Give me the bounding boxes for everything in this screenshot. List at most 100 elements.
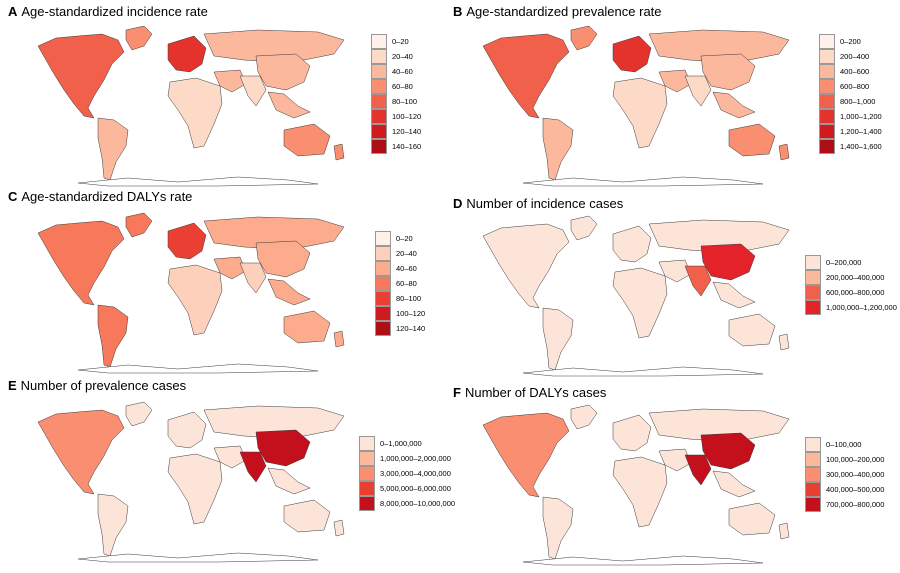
region-russia <box>648 29 790 63</box>
legend-swatch <box>805 270 821 285</box>
region-southasia <box>239 262 267 294</box>
legend-label: 5,000,000–6,000,000 <box>380 484 451 493</box>
legend-item: 3,000,000–4,000,000 <box>359 466 455 481</box>
legend-swatch <box>359 496 375 511</box>
legend-item: 1,400–1,600 <box>819 139 882 154</box>
region-seasia <box>267 278 311 306</box>
panel-title: E Number of prevalence cases <box>8 378 187 393</box>
legend-label: 40–60 <box>396 264 417 273</box>
legend-item: 20–40 <box>375 246 425 261</box>
legend-label: 140–160 <box>392 142 422 151</box>
legend-swatch <box>371 94 387 109</box>
region-africa <box>612 456 668 528</box>
legend-label: 60–80 <box>396 279 417 288</box>
region-eastasia <box>255 53 311 91</box>
legend-item: 20–40 <box>371 49 421 64</box>
legend-swatch <box>819 124 835 139</box>
region-eastasia <box>255 429 311 467</box>
legend-item: 0–200,000 <box>805 255 897 270</box>
legend-swatch <box>359 481 375 496</box>
world-map <box>37 212 345 374</box>
region-islands <box>778 143 790 161</box>
region-greenland <box>570 404 598 430</box>
legend-item: 1,000,000–1,200,000 <box>805 300 897 315</box>
legend-label: 100,000–200,000 <box>826 455 885 464</box>
region-australia <box>283 310 331 344</box>
legend-label: 1,000,000–2,000,000 <box>380 454 451 463</box>
legend-item: 400,000–500,000 <box>805 482 884 497</box>
region-seasia <box>712 470 756 498</box>
legend-swatch <box>371 109 387 124</box>
region-southamerica <box>542 496 574 560</box>
legend-item: 200,000–400,000 <box>805 270 897 285</box>
legend-swatch <box>371 79 387 94</box>
legend-label: 200–400 <box>840 52 870 61</box>
panel-e: E Number of prevalence cases 0–1,000,000 1… <box>8 378 455 570</box>
region-greenland <box>570 215 598 241</box>
region-greenland <box>570 25 598 51</box>
region-australia <box>283 123 331 157</box>
region-southamerica <box>97 117 129 181</box>
legend-label: 0–20 <box>392 37 409 46</box>
legend-label: 0–1,000,000 <box>380 439 422 448</box>
region-northamerica <box>37 409 125 495</box>
legend-item: 0–20 <box>371 34 421 49</box>
legend-item: 140–160 <box>371 139 421 154</box>
region-southamerica <box>97 493 129 557</box>
region-greenland <box>125 25 153 51</box>
legend-item: 120–140 <box>375 321 425 336</box>
region-greenland <box>125 401 153 427</box>
legend-item: 5,000,000–6,000,000 <box>359 481 455 496</box>
region-northamerica <box>37 220 125 306</box>
legend-label: 600,000–800,000 <box>826 288 885 297</box>
region-africa <box>167 453 223 525</box>
legend-item: 0–20 <box>375 231 425 246</box>
region-antarctica <box>77 176 319 187</box>
legend-item: 0–1,000,000 <box>359 436 455 451</box>
region-russia <box>648 219 790 253</box>
region-australia <box>728 313 776 347</box>
legend-label: 20–40 <box>392 52 413 61</box>
legend-item: 120–140 <box>371 124 421 139</box>
legend-swatch <box>375 291 391 306</box>
legend-item: 60–80 <box>371 79 421 94</box>
region-islands <box>333 519 345 537</box>
region-russia <box>203 405 345 439</box>
legend-swatch <box>819 34 835 49</box>
legend-swatch <box>375 246 391 261</box>
legend-item: 300,000–400,000 <box>805 467 884 482</box>
legend-swatch <box>359 436 375 451</box>
legend-label: 400,000–500,000 <box>826 485 885 494</box>
region-eastasia <box>700 243 756 281</box>
region-australia <box>728 123 776 157</box>
legend-item: 100,000–200,000 <box>805 452 884 467</box>
region-northamerica <box>482 33 570 119</box>
panel-title: F Number of DALYs cases <box>453 385 607 400</box>
panel-f: F Number of DALYs cases 0–100,000 100,000–… <box>453 385 898 571</box>
region-europe <box>167 222 207 260</box>
panel-c: C Age-standardized DALYs rate 0–20 20–40 40… <box>8 189 448 379</box>
legend-swatch <box>805 300 821 315</box>
legend-item: 100–120 <box>375 306 425 321</box>
region-antarctica <box>77 552 319 563</box>
legend-label: 1,400–1,600 <box>840 142 882 151</box>
legend-label: 600–800 <box>840 82 870 91</box>
legend-item: 800–1,000 <box>819 94 882 109</box>
legend-item: 0–200 <box>819 34 882 49</box>
world-map <box>482 25 790 187</box>
legend-label: 60–80 <box>392 82 413 91</box>
legend-swatch <box>375 321 391 336</box>
legend: 0–1,000,000 1,000,000–2,000,000 3,000,000–… <box>359 436 455 511</box>
region-antarctica <box>77 363 319 374</box>
region-northamerica <box>37 33 125 119</box>
region-seasia <box>712 91 756 119</box>
legend-swatch <box>375 276 391 291</box>
region-europe <box>612 414 652 452</box>
legend-swatch <box>819 49 835 64</box>
region-eastasia <box>255 240 311 278</box>
region-russia <box>203 29 345 63</box>
legend-item: 400–600 <box>819 64 882 79</box>
region-southamerica <box>542 307 574 371</box>
region-russia <box>203 216 345 250</box>
legend-swatch <box>371 124 387 139</box>
